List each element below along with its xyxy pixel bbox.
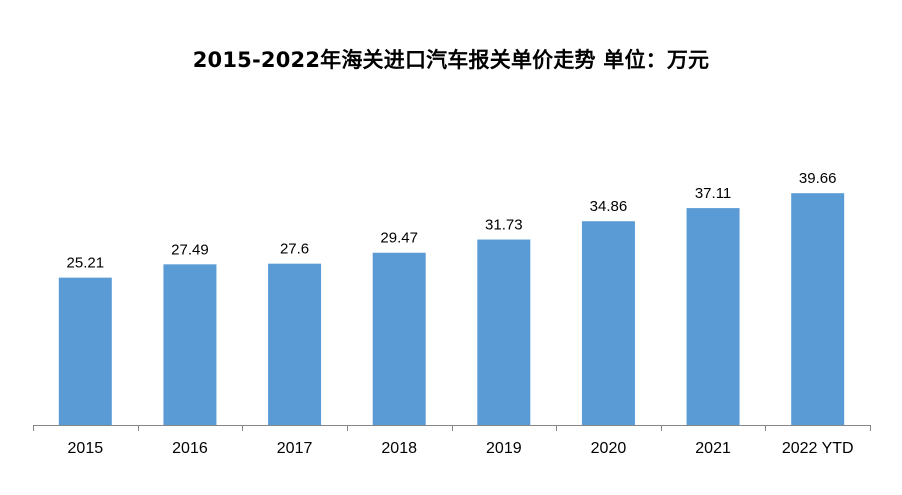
bar-value-label: 27.6 [280,241,309,258]
bar-value-label: 37.11 [695,185,731,202]
bar-value-label: 25.21 [67,255,105,272]
x-tick-label: 2021 [695,440,731,457]
bar-2020 [581,221,635,425]
bar-2022-ytd [791,193,845,425]
x-tick-label: 2020 [591,440,627,457]
bar-value-label: 31.73 [485,217,523,234]
bar-2018 [372,252,426,425]
x-tick-label: 2022 YTD [782,440,854,457]
bar-value-label: 29.47 [380,230,418,247]
bar-2015 [58,277,112,425]
x-tick-label: 2017 [277,440,313,457]
bar-2017 [268,263,322,425]
x-tick-label: 2019 [486,440,522,457]
chart-title: 2015-2022年海关进口汽车报关单价走势 单位：万元 [192,48,710,72]
x-tick-label: 2016 [172,440,208,457]
value-labels-group: 25.21 27.49 27.6 29.47 31.73 34.86 37.11 39.66 [67,170,837,271]
bars-group [58,193,845,425]
bar-value-label: 34.86 [590,198,628,215]
x-tick-label: 2018 [381,440,417,457]
bar-value-label: 27.49 [171,241,209,258]
x-tick-labels: 2015 2016 2017 2018 2019 2020 2021 2022 YTD [68,440,854,457]
bar-2016 [163,264,217,425]
bar-2021 [686,208,740,425]
bar-2019 [477,239,531,425]
bar-value-label: 39.66 [799,170,837,187]
x-axis [33,425,871,431]
x-tick-label: 2015 [68,440,104,457]
